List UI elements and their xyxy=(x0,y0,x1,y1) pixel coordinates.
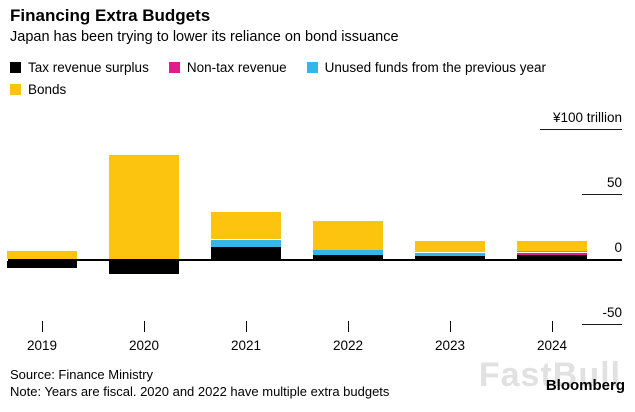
y-gridline xyxy=(540,129,622,130)
x-tick-label: 2024 xyxy=(536,338,568,353)
x-axis-tick xyxy=(42,321,43,332)
bar-segment-2022 xyxy=(313,249,383,256)
y-tick-label: 50 xyxy=(606,175,622,190)
y-tick-label: ¥100 trillion xyxy=(552,110,622,125)
legend-item-non-tax-revenue: Non-tax revenue xyxy=(168,60,287,75)
legend-swatch-unused-funds-icon xyxy=(306,62,318,73)
x-tick-label: 2019 xyxy=(26,338,58,353)
source-text: Source: Finance Ministry xyxy=(10,367,154,382)
bar-segment-2023 xyxy=(415,252,485,257)
y-gridline xyxy=(582,194,622,195)
bar-segment-2019 xyxy=(7,251,77,259)
legend-row-1: Tax revenue surplus Non-tax revenue Unus… xyxy=(10,60,546,75)
bar-segment-2024 xyxy=(517,255,587,259)
legend-item-unused-funds: Unused funds from the previous year xyxy=(306,60,547,75)
legend-label: Tax revenue surplus xyxy=(28,60,149,75)
x-axis-tick xyxy=(348,321,349,332)
x-tick-label: 2020 xyxy=(128,338,160,353)
bar-segment-2022 xyxy=(313,255,383,259)
bloomberg-logo: Bloomberg xyxy=(545,377,625,394)
legend-row-2: Bonds xyxy=(10,82,546,97)
legend-item-tax-revenue-surplus: Tax revenue surplus xyxy=(10,60,149,75)
bar-segment-2021 xyxy=(211,247,281,259)
legend-label: Unused funds from the previous year xyxy=(324,60,547,75)
legend-label: Bonds xyxy=(28,82,67,97)
page-subtitle: Japan has been trying to lower its relia… xyxy=(10,29,399,45)
y-tick-label: 0 xyxy=(614,240,622,255)
bar-segment-2023 xyxy=(415,240,485,253)
bar-segment-2024 xyxy=(517,251,587,253)
x-tick-label: 2022 xyxy=(332,338,364,353)
x-tick-label: 2023 xyxy=(434,338,466,353)
x-axis-tick xyxy=(450,321,451,332)
bar-segment-2024 xyxy=(517,252,587,256)
bar-segment-2021 xyxy=(211,239,281,248)
watermark: FastBull xyxy=(478,356,621,394)
y-gridline xyxy=(582,324,622,325)
note-text: Note: Years are fiscal. 2020 and 2022 ha… xyxy=(10,384,390,399)
zero-axis-line xyxy=(8,259,622,261)
bar-segment-2024 xyxy=(517,240,587,252)
x-axis-tick xyxy=(552,321,553,332)
legend-item-bonds: Bonds xyxy=(10,82,66,97)
bar-segment-2023 xyxy=(415,256,485,259)
legend-swatch-tax-revenue-surplus-icon xyxy=(10,62,21,73)
page-title: Financing Extra Budgets xyxy=(10,6,211,25)
legend-label: Non-tax revenue xyxy=(186,60,287,75)
y-tick-label: -50 xyxy=(602,305,622,320)
x-tick-label: 2021 xyxy=(230,338,262,353)
legend-swatch-non-tax-revenue-icon xyxy=(168,62,180,73)
legend: Tax revenue surplus Non-tax revenue Unus… xyxy=(10,60,546,104)
bar-segment-2020 xyxy=(109,155,179,259)
x-axis-tick xyxy=(144,321,145,332)
bar-segment-2021 xyxy=(211,212,281,240)
bar-segment-2020 xyxy=(109,261,179,274)
bar-segment-2022 xyxy=(313,221,383,250)
legend-swatch-bonds-icon xyxy=(10,84,21,95)
x-axis-tick xyxy=(246,321,247,332)
bar-segment-2019 xyxy=(7,261,77,268)
